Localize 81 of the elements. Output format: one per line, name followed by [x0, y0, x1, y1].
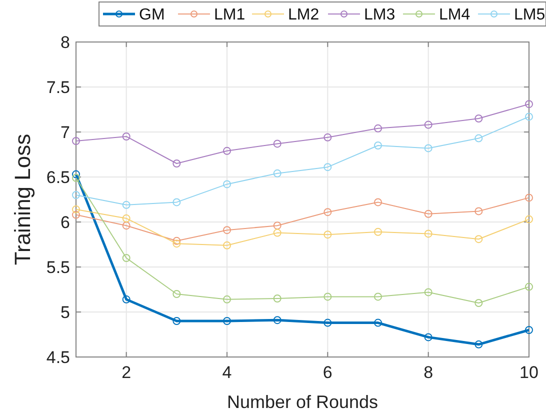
y-tick-label: 7.5 [46, 78, 70, 97]
point [122, 132, 130, 140]
point [223, 226, 231, 234]
y-tick-label: 6 [60, 212, 70, 232]
point [324, 292, 332, 301]
x-tick-label: 6 [322, 363, 332, 382]
point [273, 140, 282, 148]
point [172, 290, 181, 298]
y-tick-label: 5 [60, 302, 70, 322]
point [172, 160, 181, 168]
point [172, 236, 181, 245]
point [223, 241, 231, 250]
point [172, 198, 181, 206]
point [273, 294, 282, 302]
point [72, 170, 80, 178]
legend-label: LM3 [364, 6, 396, 24]
legend-label: GM [139, 6, 165, 24]
point [374, 292, 382, 301]
point [474, 299, 483, 307]
point [273, 222, 282, 230]
y-axis-title: Training Loss [10, 134, 35, 266]
point [525, 100, 533, 108]
x-tick-label: 2 [122, 363, 132, 382]
point [424, 210, 432, 218]
point [525, 112, 533, 121]
point [474, 340, 483, 348]
point [122, 222, 130, 230]
y-tick-label: 8 [60, 32, 70, 52]
legend-label: LM2 [288, 6, 320, 24]
point [424, 144, 432, 152]
point [374, 228, 382, 236]
y-tick-label: 6.5 [46, 168, 70, 187]
point [172, 317, 181, 325]
legend-label: LM5 [514, 6, 546, 24]
y-tick-label: 7 [60, 122, 70, 142]
point [525, 215, 533, 224]
point [324, 208, 332, 216]
point [72, 210, 80, 219]
x-tick-label: 10 [520, 363, 538, 382]
point [474, 235, 483, 244]
legend-label: LM4 [439, 6, 470, 24]
point [223, 295, 231, 304]
point [374, 318, 382, 327]
point [122, 200, 130, 209]
point [424, 288, 432, 296]
point [273, 169, 282, 178]
point [72, 191, 80, 199]
point [525, 282, 533, 291]
point [72, 137, 80, 145]
y-tick-label: 5.5 [46, 258, 70, 277]
y-tick-label: 4.5 [46, 348, 70, 367]
point [223, 317, 231, 325]
point [223, 146, 231, 155]
point [324, 133, 332, 142]
x-tick-label: 8 [424, 363, 434, 382]
point [122, 254, 130, 262]
point [374, 198, 382, 206]
point [525, 194, 533, 202]
point [324, 230, 332, 239]
point [374, 124, 382, 132]
point [374, 142, 382, 150]
legend-label: LM1 [214, 6, 246, 24]
point [324, 163, 332, 172]
point [324, 318, 332, 327]
point [474, 134, 483, 142]
point [122, 214, 130, 222]
x-tick-label: 4 [222, 363, 232, 382]
point [172, 240, 181, 248]
point [474, 207, 483, 216]
point [72, 205, 80, 214]
point [273, 228, 282, 237]
point [525, 326, 533, 334]
point [474, 114, 483, 122]
point [273, 316, 282, 324]
point [424, 333, 432, 342]
point [72, 174, 80, 182]
point [223, 180, 231, 188]
point [424, 230, 432, 238]
point [122, 295, 130, 304]
point [424, 120, 432, 129]
x-axis-title: Number of Rounds [226, 392, 378, 412]
